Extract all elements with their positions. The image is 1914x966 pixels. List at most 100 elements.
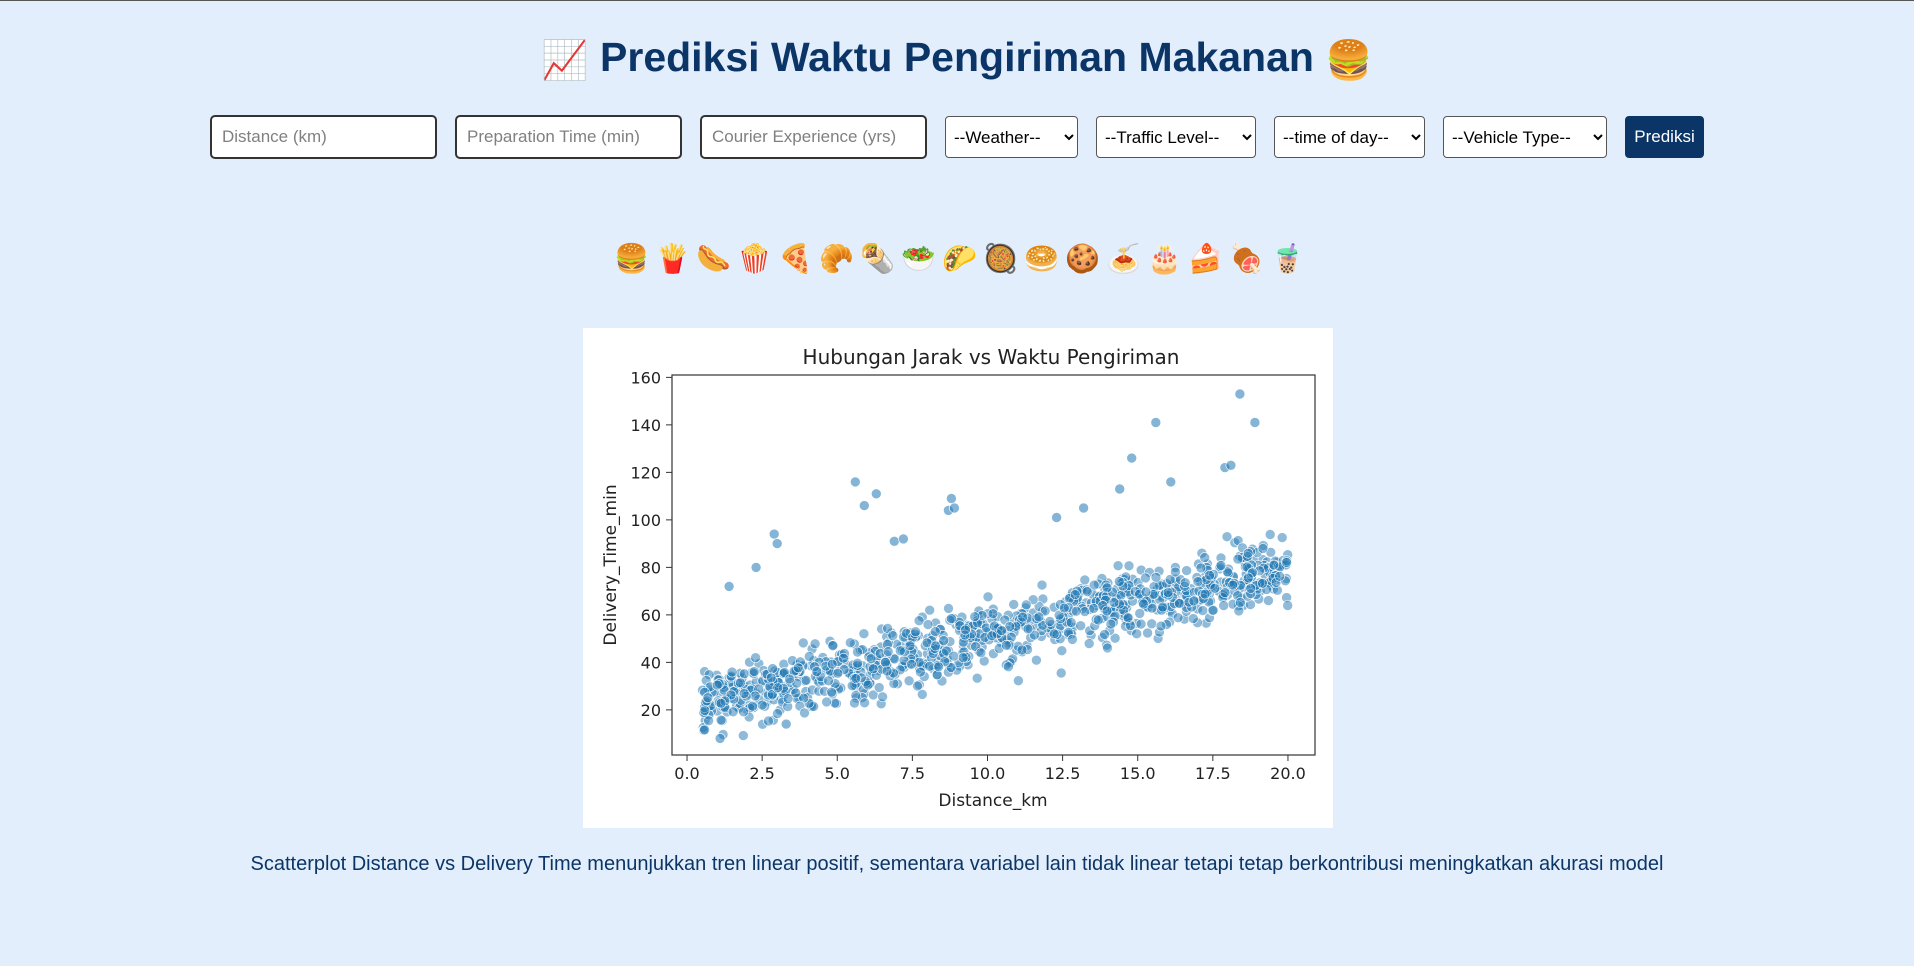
- scatter-point: [870, 488, 882, 500]
- scatter-point: [1179, 577, 1191, 588]
- scatter-point: [1218, 600, 1230, 611]
- scatter-point: [1134, 608, 1146, 619]
- distance-input[interactable]: [210, 115, 437, 159]
- scatter-point: [1268, 559, 1280, 571]
- scatter-point: [1079, 574, 1091, 586]
- scatter-point: [1227, 579, 1239, 591]
- scatter-point: [1140, 572, 1151, 584]
- food-emoji-icon: 🌭: [696, 243, 731, 274]
- scatter-point: [910, 626, 921, 638]
- scatter-point: [982, 591, 994, 603]
- scatter-point: [1173, 598, 1185, 609]
- y-axis-label: Delivery_Time_min: [601, 484, 621, 645]
- food-emoji-icon: 🍖: [1229, 243, 1264, 274]
- scatter-point: [1281, 557, 1292, 568]
- vehicle-type-select[interactable]: --Vehicle Type--: [1443, 116, 1607, 158]
- scatter-point: [809, 638, 821, 650]
- scatter-point: [739, 668, 750, 680]
- scatter-point: [912, 680, 923, 692]
- scatter-point: [772, 708, 783, 719]
- courier-experience-input[interactable]: [700, 115, 927, 159]
- scatter-point: [1274, 571, 1285, 582]
- scatter-point: [748, 666, 760, 677]
- scatter-point: [960, 624, 971, 636]
- food-emoji-icon: 🍰: [1188, 243, 1223, 274]
- scatter-point: [784, 673, 795, 685]
- scatter-point: [1051, 512, 1062, 523]
- scatter-point: [1065, 617, 1077, 628]
- scatter-point: [765, 672, 777, 684]
- y-tick-label: 20: [641, 701, 661, 720]
- scatter-point: [767, 663, 778, 674]
- scatter-point: [838, 652, 849, 664]
- scatter-point: [1126, 452, 1138, 464]
- scatter-point: [772, 682, 784, 694]
- scatter-point: [1102, 642, 1113, 654]
- scatter-point: [1257, 543, 1269, 554]
- scatter-point: [703, 715, 714, 727]
- scatter-point: [1142, 627, 1153, 639]
- chart-increasing-icon: 📈: [541, 40, 589, 82]
- preparation-time-input[interactable]: [455, 115, 682, 159]
- scatter-point: [1204, 570, 1215, 581]
- scatter-point: [1048, 628, 1060, 640]
- scatter-point: [800, 674, 812, 686]
- scatter-point: [1150, 572, 1162, 583]
- scatter-point: [1172, 612, 1184, 624]
- predict-button[interactable]: Prediksi: [1625, 116, 1704, 158]
- page-title: 📈 Prediksi Waktu Pengiriman Makanan 🍔: [0, 31, 1914, 87]
- scatter-point: [929, 626, 941, 637]
- scatter-point: [1003, 661, 1014, 673]
- scatter-point: [1101, 582, 1113, 594]
- scatter-point: [727, 706, 739, 718]
- scatter-point: [1181, 565, 1192, 576]
- food-emoji-icon: 🥘: [983, 243, 1018, 274]
- scatter-point: [1029, 629, 1040, 641]
- scatter-point: [1155, 620, 1167, 632]
- scatter-point: [792, 662, 804, 674]
- scatter-point: [873, 682, 885, 693]
- x-tick-label: 12.5: [1045, 764, 1081, 783]
- food-emoji-icon: 🧋: [1270, 243, 1305, 274]
- scatter-point: [790, 687, 802, 699]
- food-emoji-icon: 🍕: [778, 243, 813, 274]
- scatter-point: [726, 666, 738, 678]
- x-axis: 0.0 2.5 5.0 7.5 10.0 12.5 15.0 17.5 20.0: [674, 755, 1306, 783]
- scatter-point: [1219, 587, 1231, 599]
- scatter-point: [823, 675, 834, 687]
- scatter-point: [1232, 553, 1244, 565]
- time-of-day-select[interactable]: --time of day--: [1274, 116, 1425, 158]
- scatter-point: [941, 645, 952, 657]
- scatter-point: [1044, 616, 1056, 627]
- scatter-point: [1078, 502, 1089, 514]
- scatter-point: [714, 733, 726, 744]
- scatter-point: [1036, 579, 1048, 591]
- scatter-point: [1199, 588, 1211, 600]
- scatter-point: [913, 615, 925, 627]
- scatter-point: [915, 666, 926, 678]
- y-tick-label: 80: [641, 558, 661, 577]
- scatter-point: [930, 640, 941, 652]
- scatter-point: [1140, 586, 1152, 598]
- scatter-point: [904, 640, 916, 652]
- scatter-point: [852, 657, 863, 669]
- scatter-point: [1114, 483, 1126, 495]
- scatter-points: [697, 388, 1294, 744]
- scatter-point: [1276, 532, 1288, 543]
- scatter-chart-svg: Hubungan Jarak vs Waktu Pengiriman 0.0 2.…: [601, 345, 1316, 811]
- scatter-point: [1199, 552, 1211, 563]
- scatter-point: [1022, 623, 1034, 635]
- scatter-point: [715, 714, 727, 726]
- weather-select[interactable]: --Weather--: [945, 116, 1078, 158]
- traffic-level-select[interactable]: --Traffic Level--: [1096, 116, 1256, 158]
- scatter-point: [1000, 639, 1012, 651]
- scatter-point: [850, 673, 862, 684]
- food-emoji-icon: 🍔: [614, 243, 649, 274]
- scatter-point: [827, 640, 839, 652]
- scatter-point: [1083, 638, 1095, 649]
- scatter-point: [826, 658, 838, 670]
- scatter-point: [1225, 460, 1237, 471]
- x-tick-label: 0.0: [674, 764, 699, 783]
- scatter-point: [986, 630, 998, 642]
- y-tick-label: 100: [630, 511, 661, 530]
